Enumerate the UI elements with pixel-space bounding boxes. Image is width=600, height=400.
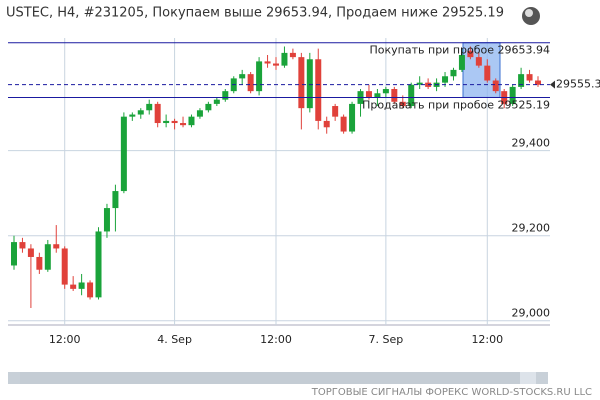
candle-body [298,57,305,109]
globe-icon [522,7,540,25]
candle-body [205,103,212,111]
candle-body [273,63,279,66]
candle-body [87,282,94,298]
scroll-left[interactable] [8,372,20,384]
candle-body [239,74,246,79]
candle-body [163,120,170,124]
candle-body [484,65,491,81]
y-tick-label: 29,200 [512,222,551,235]
x-tick-label: 4. Sep [157,333,192,346]
candle-body [509,86,516,104]
chart-title: USTEC, H4, #231205, Покупаем выше 29653.… [6,6,504,21]
candle-body [213,99,220,104]
candle-body [340,116,347,132]
candle-body [180,123,187,126]
candle-body [256,61,263,92]
candle-body [70,284,77,289]
x-tick-label: 12:00 [260,333,292,346]
candle-body [399,101,406,107]
level-label: Продавать при пробое 29525.19 [362,98,550,111]
scroll-thumb[interactable] [20,372,520,384]
candle-body [458,55,465,70]
candle-body [78,282,85,289]
candle-body [27,248,34,257]
candle-body [129,114,136,117]
candle-body [416,82,423,85]
candle-body [120,116,127,192]
candle-body [323,120,330,128]
candle-body [61,248,68,285]
candle-body [137,110,144,115]
candle-body [467,50,474,58]
price-label: 29555.39 [556,78,600,91]
candle-body [154,103,161,124]
candle-body [222,91,229,100]
candle-body [281,52,288,66]
x-tick-label: 12:00 [49,333,81,346]
candle-body [535,80,541,85]
y-tick-label: 29,400 [512,137,551,150]
candle-body [196,110,203,117]
candle-body [332,106,339,117]
candle-body [382,89,389,94]
candle-body [103,208,110,232]
candle-body [475,57,482,66]
candle-body [374,93,381,98]
candle-body [289,52,296,58]
candle-body [112,191,119,209]
candle-body [11,242,17,266]
candle-body [450,69,457,77]
scroll-right[interactable] [536,372,548,384]
candle-body [442,76,449,83]
candle-body [391,89,398,102]
candle-body [264,61,271,64]
candle-body [36,256,43,270]
candle-body [315,59,322,121]
candle-body [44,244,51,270]
candle-body [146,103,153,111]
candle-body [306,59,313,109]
candle-body [518,74,525,87]
candle-body [526,74,533,81]
x-tick-label: 12:00 [471,333,503,346]
candle-body [53,244,60,249]
candle-body [95,231,102,298]
candle-body [247,74,254,92]
candle-body [349,103,356,132]
candle-body [408,84,415,107]
y-tick-label: 29,000 [512,307,551,320]
price-marker [550,80,555,89]
candle-body [171,120,178,124]
candle-body [188,116,195,126]
candle-body [365,91,372,98]
x-tick-label: 7. Sep [369,333,404,346]
candle-body [19,242,26,249]
candle-body [492,80,499,92]
footer: ТОРГОВЫЕ СИГНАЛЫ ФОРЕКС WORLD-STOCKS.RU … [311,387,592,398]
level-label: Покупать при пробое 29653.94 [370,44,550,57]
